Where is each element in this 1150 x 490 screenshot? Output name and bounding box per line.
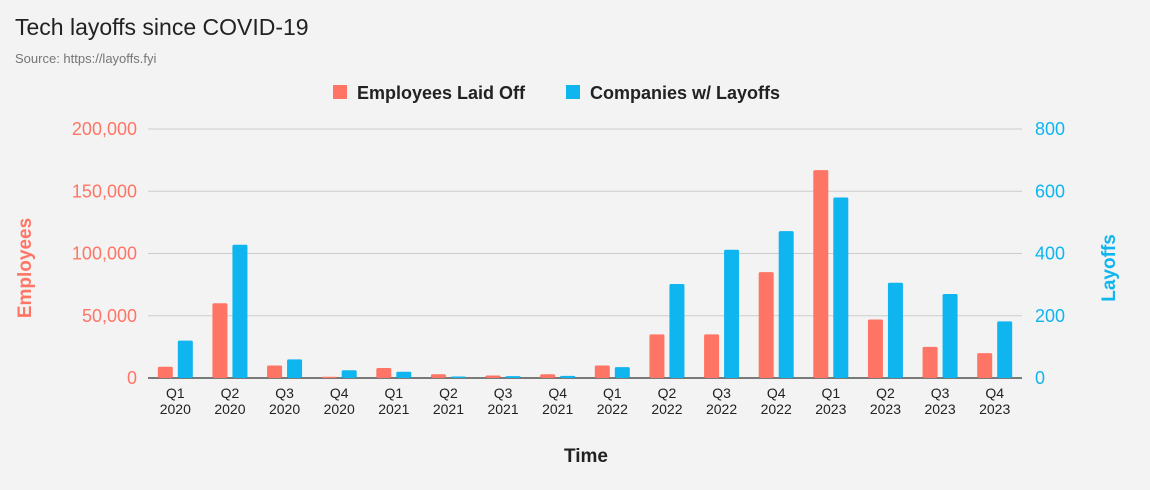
left-axis-title: Employees [15, 218, 36, 318]
bar-companies-with-layoffs [997, 321, 1013, 378]
x-tick-quarter-label: Q2 [221, 385, 240, 401]
chart-title: Tech layoffs since COVID-19 [15, 14, 309, 40]
bar-companies-with-layoffs [232, 244, 248, 378]
bar-employees-laid-off [704, 334, 720, 378]
right-axis-tick-label: 0 [1035, 368, 1045, 388]
right-axis-tick-label: 200 [1035, 306, 1065, 326]
x-tick-year-label: 2021 [378, 401, 409, 417]
bar-employees-laid-off [649, 334, 665, 378]
x-tick-quarter-label: Q4 [767, 385, 786, 401]
legend-swatch-employees [333, 85, 347, 99]
right-axis-tick-label: 400 [1035, 244, 1065, 264]
bar-employees-laid-off [867, 319, 883, 378]
x-tick-quarter-label: Q1 [166, 385, 185, 401]
bar-companies-with-layoffs [341, 370, 357, 378]
bar-companies-with-layoffs [560, 375, 576, 378]
x-tick-year-label: 2021 [433, 401, 464, 417]
bar-employees-laid-off [321, 376, 337, 378]
left-axis-tick-label: 150,000 [72, 181, 137, 201]
x-tick-quarter-label: Q4 [548, 385, 567, 401]
x-tick-year-label: 2023 [815, 401, 846, 417]
x-tick-year-label: 2022 [651, 401, 682, 417]
x-tick-quarter-label: Q4 [985, 385, 1004, 401]
bar-employees-laid-off [212, 303, 228, 378]
x-axis-title: Time [564, 446, 608, 467]
x-tick-quarter-label: Q3 [712, 385, 731, 401]
legend-swatch-companies [566, 85, 580, 99]
right-axis-tick-label: 600 [1035, 181, 1065, 201]
x-tick-year-label: 2020 [269, 401, 300, 417]
bar-companies-with-layoffs [833, 197, 849, 378]
bar-companies-with-layoffs [778, 231, 794, 378]
bar-companies-with-layoffs [724, 249, 740, 378]
right-axis-title: Layoffs [1099, 234, 1120, 302]
x-tick-year-label: 2022 [597, 401, 628, 417]
x-tick-year-label: 2020 [160, 401, 191, 417]
bar-employees-laid-off [594, 365, 610, 378]
bar-employees-laid-off [977, 353, 993, 378]
x-tick-year-label: 2023 [924, 401, 955, 417]
x-tick-year-label: 2023 [870, 401, 901, 417]
x-tick-year-label: 2020 [324, 401, 355, 417]
x-tick-year-label: 2022 [761, 401, 792, 417]
left-axis-tick-label: 100,000 [72, 244, 137, 264]
x-tick-year-label: 2021 [542, 401, 573, 417]
bar-companies-with-layoffs [887, 282, 903, 378]
x-tick-quarter-label: Q1 [603, 385, 622, 401]
x-tick-quarter-label: Q1 [821, 385, 840, 401]
bar-employees-laid-off [267, 365, 283, 378]
x-tick-quarter-label: Q3 [931, 385, 950, 401]
x-tick-quarter-label: Q3 [275, 385, 294, 401]
left-axis-tick-label: 200,000 [72, 119, 137, 139]
bar-companies-with-layoffs [287, 359, 303, 378]
bar-employees-laid-off [376, 368, 392, 378]
x-tick-quarter-label: Q4 [330, 385, 349, 401]
bar-series [157, 170, 1013, 378]
bar-companies-with-layoffs [450, 376, 466, 378]
left-axis-ticks: 0 50,000 100,000 150,000 200,000 [72, 119, 137, 388]
bar-companies-with-layoffs [614, 367, 630, 378]
x-tick-year-label: 2023 [979, 401, 1010, 417]
right-axis-ticks: 0 200 400 600 800 [1035, 119, 1065, 388]
bar-employees-laid-off [430, 374, 446, 378]
bar-employees-laid-off [540, 374, 556, 378]
x-tick-quarter-label: Q1 [384, 385, 403, 401]
x-tick-quarter-label: Q2 [876, 385, 895, 401]
bar-companies-with-layoffs [505, 376, 521, 378]
left-axis-tick-label: 50,000 [82, 306, 137, 326]
bar-companies-with-layoffs [177, 340, 193, 378]
x-tick-quarter-label: Q3 [494, 385, 513, 401]
bar-employees-laid-off [813, 170, 829, 378]
legend-label-companies: Companies w/ Layoffs [590, 83, 780, 103]
bar-employees-laid-off [922, 346, 938, 378]
axis-titles: Employees Layoffs Time [15, 218, 1120, 467]
left-axis-tick-label: 0 [127, 368, 137, 388]
legend-label-employees: Employees Laid Off [357, 83, 526, 103]
chart-subtitle: Source: https://layoffs.fyi [15, 51, 157, 66]
bar-companies-with-layoffs [942, 293, 958, 378]
x-tick-year-label: 2022 [706, 401, 737, 417]
bar-employees-laid-off [758, 272, 774, 378]
x-tick-year-label: 2020 [214, 401, 245, 417]
right-axis-tick-label: 800 [1035, 119, 1065, 139]
x-tick-quarter-label: Q2 [439, 385, 458, 401]
bar-employees-laid-off [485, 375, 501, 378]
x-axis-ticks: Q12020Q22020Q32020Q42020Q12021Q22021Q320… [160, 385, 1011, 417]
legend: Employees Laid Off Companies w/ Layoffs [333, 83, 780, 103]
x-tick-quarter-label: Q2 [658, 385, 677, 401]
bar-employees-laid-off [157, 366, 173, 378]
bar-companies-with-layoffs [669, 284, 685, 378]
bar-companies-with-layoffs [396, 371, 412, 378]
x-tick-year-label: 2021 [487, 401, 518, 417]
